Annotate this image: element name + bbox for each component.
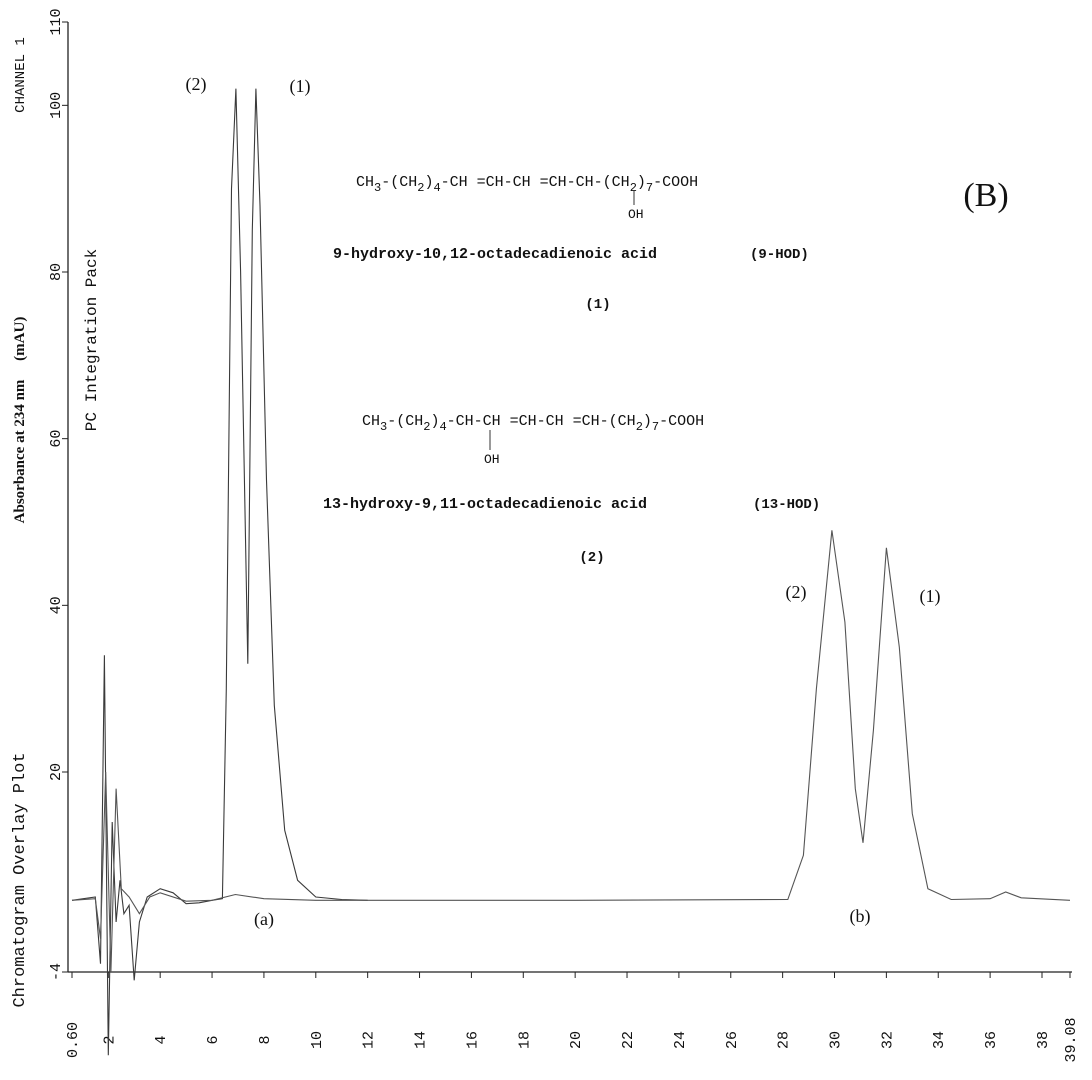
x-tick-label: 12 [361,1031,378,1049]
y-tick-label: 100 [48,92,65,119]
formula-part: 2 [423,420,430,434]
compound-number: (2) [579,550,604,566]
annotation: (1) [290,76,311,97]
x-tick-label: 30 [828,1031,845,1049]
annotation: (2) [786,582,807,603]
series-label: (b) [850,906,871,927]
chart-title: Chromatogram Overlay Plot [11,752,30,1007]
formula-part: 2 [636,420,643,434]
y-tick-label: -4 [48,963,65,981]
formula-part: 2 [417,181,424,195]
x-tick-label: 24 [672,1031,689,1049]
formula-part: -COOH [659,413,704,430]
formula-part: 3 [374,181,381,195]
formula-part: ) [637,174,646,191]
annotation: (2) [186,74,207,95]
compound-name: 9-hydroxy-10,12-octadecadienoic acid [333,246,657,263]
x-tick-label: 32 [879,1031,896,1049]
x-tick-label: 38 [1035,1031,1052,1049]
x-tick-label: 6 [205,1035,222,1044]
formula-part: 7 [652,420,659,434]
formula-part: -CH-CH =CH-CH =CH-(CH [447,413,636,430]
y-axis-label: Absorbance at 234 nm (mAU) [12,317,28,524]
x-tick-label: 8 [257,1035,274,1044]
formula-part: 7 [646,181,653,195]
series-label: (a) [254,909,274,930]
y-tick-label: 110 [48,8,65,35]
annotation: (1) [920,586,941,607]
x-tick-label: 16 [464,1031,481,1049]
y-tick-label: 60 [48,430,65,448]
compound-number: (1) [585,297,610,313]
compound-abbreviation: (9-HOD) [750,247,809,263]
formula-part: -COOH [653,174,698,191]
x-tick-label: 10 [309,1031,326,1049]
x-tick-label: 20 [568,1031,585,1049]
formula-part: 2 [630,181,637,195]
x-tick-label: 34 [931,1031,948,1049]
formula-part: CH [362,413,380,430]
compound-name: 13-hydroxy-9,11-octadecadienoic acid [323,496,647,513]
formula-part: -(CH [387,413,423,430]
substituent: OH [484,452,500,467]
formula-part: 3 [380,420,387,434]
formula-part: ) [643,413,652,430]
formula-part: ) [430,413,439,430]
formula: CH3-(CH2)4-CH =CH-CH =CH-CH-(CH2)7-COOH [356,174,698,195]
x-tick-label: 28 [776,1031,793,1049]
x-tick-label: 18 [516,1031,533,1049]
y-tick-label: 40 [48,596,65,614]
x-tick-label: 36 [983,1031,1000,1049]
formula-part: 4 [433,181,440,195]
x-tick-label: 0.60 [65,1022,82,1058]
formula-part: -CH =CH-CH =CH-CH-(CH [441,174,630,191]
channel-label: CHANNEL 1 [13,37,29,113]
x-tick-label: 14 [413,1031,430,1049]
formula-part: ) [424,174,433,191]
x-tick-label: 39.08 [1063,1017,1080,1062]
series-line [71,530,1071,973]
formula-part: -(CH [381,174,417,191]
chart-subtitle: PC Integration Pack [83,249,101,431]
y-tick-label: 80 [48,263,65,281]
x-tick-label: 26 [724,1031,741,1049]
formula-part: 4 [439,420,446,434]
x-tick-label: 22 [620,1031,637,1049]
annotation: (B) [963,177,1008,214]
x-tick-label: 4 [153,1035,170,1044]
substituent: OH [628,207,644,222]
series-line [71,88,368,1056]
y-tick-label: 20 [48,763,65,781]
formula-part: CH [356,174,374,191]
formula: CH3-(CH2)4-CH-CH =CH-CH =CH-(CH2)7-COOH [362,413,704,434]
compound-abbreviation: (13-HOD) [753,497,820,513]
x-tick-label: 2 [101,1035,118,1044]
